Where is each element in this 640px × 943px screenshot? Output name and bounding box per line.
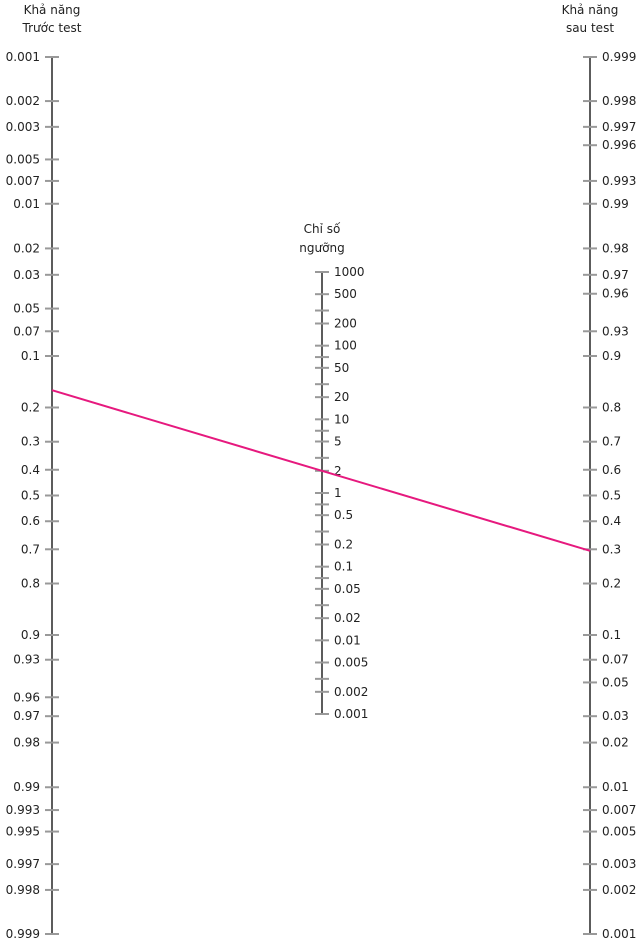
right-axis-tick-label: 0.02 (602, 736, 629, 750)
left-axis-tick-label: 0.995 (6, 825, 40, 839)
likelihood-ratio-line (51, 389, 591, 552)
left-axis-tick-label: 0.6 (21, 514, 40, 528)
right-axis-tick-label: 0.01 (602, 780, 629, 794)
middle-axis-tick-label: 0.02 (334, 611, 361, 625)
right-axis-tick-label: 0.003 (602, 857, 636, 871)
left-axis-tick-label: 0.4 (21, 463, 40, 477)
right-axis-title-line-1: Khả năng (562, 3, 619, 17)
middle-axis-tick-label: 50 (334, 361, 349, 375)
left-axis-tick-label: 0.05 (13, 302, 40, 316)
middle-axis-tick-label: 0.002 (334, 685, 368, 699)
right-axis-tick-label: 0.97 (602, 268, 629, 282)
right-axis-tick-label: 0.998 (602, 94, 636, 108)
right-axis-tick-label: 0.1 (602, 628, 621, 642)
left-axis-tick-label: 0.02 (13, 241, 40, 255)
middle-axis-ticks: 1000 500 200 100 50 20 10 5 2 1 0.5 0.2 0.1 0.05 0.02 0… (315, 265, 368, 721)
middle-axis-tick-label: 1000 (334, 265, 365, 279)
left-axis-tick-label: 0.93 (13, 653, 40, 667)
middle-axis-title-line-1: Chỉ số (304, 222, 341, 236)
right-axis-tick-label: 0.03 (602, 709, 629, 723)
right-axis-tick-label: 0.007 (602, 803, 636, 817)
middle-axis-tick-label: 0.2 (334, 537, 353, 551)
left-axis-tick-label: 0.8 (21, 577, 40, 591)
left-axis-tick-label: 0.01 (13, 197, 40, 211)
right-axis-tick-label: 0.9 (602, 349, 621, 363)
middle-axis-tick-label: 20 (334, 390, 349, 404)
left-axis-tick-label: 0.5 (21, 489, 40, 503)
left-axis-tick-label: 0.98 (13, 736, 40, 750)
left-axis-tick-label: 0.07 (13, 324, 40, 338)
middle-axis-tick-label: 0.5 (334, 508, 353, 522)
left-axis-tick-label: 0.7 (21, 542, 40, 556)
right-axis-tick-label: 0.3 (602, 542, 621, 556)
left-axis-tick-label: 0.9 (21, 628, 40, 642)
right-axis-tick-label: 0.993 (602, 174, 636, 188)
left-axis-tick-label: 0.97 (13, 709, 40, 723)
left-axis-tick-label: 0.96 (13, 690, 40, 704)
middle-axis-tick-label: 0.001 (334, 707, 368, 721)
left-axis-title-line-1: Khả năng (24, 3, 81, 17)
middle-axis-tick-label: 200 (334, 316, 357, 330)
left-axis-tick-label: 0.005 (6, 152, 40, 166)
right-axis-tick-label: 0.005 (602, 825, 636, 839)
left-axis-tick-label: 0.998 (6, 883, 40, 897)
left-axis-title-line-2: Trước test (22, 21, 82, 35)
left-axis-tick-label: 0.001 (6, 50, 40, 64)
left-axis-tick-label: 0.03 (13, 268, 40, 282)
right-axis-tick-label: 0.999 (602, 50, 636, 64)
right-axis-tick-label: 0.2 (602, 577, 621, 591)
right-axis-tick-label: 0.5 (602, 489, 621, 503)
right-axis-ticks: 0.999 0.998 0.997 0.996 0.993 0.99 0.98 0.97 0.9… (583, 50, 636, 941)
middle-axis-tick-label: 0.01 (334, 633, 361, 647)
middle-axis-tick-label: 500 (334, 287, 357, 301)
middle-axis-tick-label: 10 (334, 412, 349, 426)
right-axis-tick-label: 0.002 (602, 883, 636, 897)
left-axis-tick-label: 0.997 (6, 857, 40, 871)
middle-axis-tick-label: 5 (334, 435, 342, 449)
right-axis-title-line-2: sau test (566, 21, 614, 35)
right-axis-tick-label: 0.4 (602, 514, 621, 528)
middle-axis-tick-label: 0.005 (334, 656, 368, 670)
right-axis-tick-label: 0.997 (602, 120, 636, 134)
right-axis-tick-label: 0.99 (602, 197, 629, 211)
right-axis-tick-label: 0.6 (602, 463, 621, 477)
right-axis-tick-label: 0.07 (602, 653, 629, 667)
right-axis-tick-label: 0.001 (602, 927, 636, 941)
left-axis-tick-label: 0.002 (6, 94, 40, 108)
left-axis-tick-label: 0.1 (21, 349, 40, 363)
middle-axis-tick-label: 1 (334, 486, 342, 500)
left-axis-tick-label: 0.999 (6, 927, 40, 941)
middle-axis-title-line-2: ngưỡng (299, 241, 344, 255)
left-axis-tick-label: 0.007 (6, 174, 40, 188)
right-axis-tick-label: 0.96 (602, 287, 629, 301)
middle-axis-tick-label: 2 (334, 464, 342, 478)
left-axis-tick-label: 0.3 (21, 435, 40, 449)
middle-axis-tick-label: 0.05 (334, 582, 361, 596)
right-axis-tick-label: 0.05 (602, 675, 629, 689)
middle-axis-tick-label: 100 (334, 339, 357, 353)
right-axis-tick-label: 0.93 (602, 324, 629, 338)
right-axis-tick-label: 0.98 (602, 241, 629, 255)
right-axis-tick-label: 0.996 (602, 138, 636, 152)
left-axis-tick-label: 0.993 (6, 803, 40, 817)
left-axis-tick-label: 0.2 (21, 400, 40, 414)
middle-axis-tick-label: 0.1 (334, 560, 353, 574)
left-axis-ticks: 0.001 0.002 0.003 0.005 0.007 0.01 0.02 0.03 0.0… (6, 50, 59, 941)
right-axis-tick-label: 0.7 (602, 435, 621, 449)
left-axis-tick-label: 0.99 (13, 780, 40, 794)
right-axis-tick-label: 0.8 (602, 400, 621, 414)
left-axis-tick-label: 0.003 (6, 120, 40, 134)
